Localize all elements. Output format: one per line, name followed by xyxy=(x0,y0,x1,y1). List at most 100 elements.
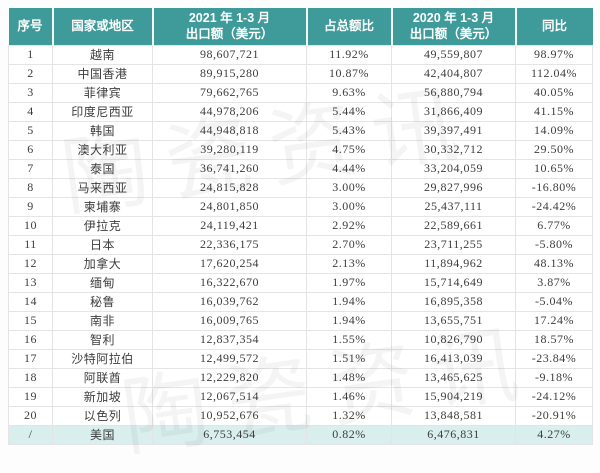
export-data-table: 序号 国家或地区 2021 年 1-3 月 出口额（美元） 占总额比 2020 … xyxy=(8,8,593,445)
export-2020-cell: 33,204,059 xyxy=(391,158,516,179)
yoy-cell: 29.50% xyxy=(515,139,593,160)
country-cell: 缅甸 xyxy=(52,272,153,293)
rank-cell: 13 xyxy=(8,272,53,293)
country-cell: 马来西亚 xyxy=(52,177,153,198)
table-row: 18 阿联酋 12,229,820 1.48% 13,465,625 -9.18% xyxy=(8,367,593,388)
yoy-cell: 112.04% xyxy=(515,63,593,84)
share-cell: 1.97% xyxy=(306,272,392,293)
table-row: 16 智利 12,837,354 1.55% 10,826,790 18.57% xyxy=(8,329,593,350)
export-2020-cell: 23,711,255 xyxy=(391,234,516,255)
export-2020-cell: 16,895,358 xyxy=(391,291,516,312)
yoy-cell: -16.80% xyxy=(515,177,593,198)
yoy-cell: -24.12% xyxy=(515,386,593,407)
rank-cell: 3 xyxy=(8,82,53,103)
country-cell: 越南 xyxy=(52,44,153,65)
export-2021-cell: 44,978,206 xyxy=(152,101,307,122)
rank-cell: 17 xyxy=(8,348,53,369)
rank-cell: 2 xyxy=(8,63,53,84)
country-cell: 中国香港 xyxy=(52,63,153,84)
share-cell: 1.48% xyxy=(306,367,392,388)
table-header: 序号 国家或地区 2021 年 1-3 月 出口额（美元） 占总额比 2020 … xyxy=(8,8,593,45)
share-cell: 10.87% xyxy=(306,63,392,84)
table-row: 5 韩国 44,948,818 5.43% 39,397,491 14.09% xyxy=(8,120,593,141)
yoy-cell: -5.04% xyxy=(515,291,593,312)
share-cell: 1.46% xyxy=(306,386,392,407)
share-cell: 1.51% xyxy=(306,348,392,369)
export-2021-cell: 12,067,514 xyxy=(152,386,307,407)
export-2021-cell: 10,952,676 xyxy=(152,405,307,426)
table-row: 13 缅甸 16,322,670 1.97% 15,714,649 3.87% xyxy=(8,272,593,293)
country-cell: 澳大利亚 xyxy=(52,139,153,160)
col-header-share: 占总额比 xyxy=(306,8,393,45)
share-cell: 2.13% xyxy=(306,253,392,274)
rank-cell: 15 xyxy=(8,310,53,331)
country-cell: 印度尼西亚 xyxy=(52,101,153,122)
yoy-cell: 40.05% xyxy=(515,82,593,103)
yoy-cell: 4.27% xyxy=(515,424,593,445)
rank-cell: / xyxy=(8,424,53,445)
yoy-cell: 48.13% xyxy=(515,253,593,274)
rank-cell: 16 xyxy=(8,329,53,350)
country-cell: 美国 xyxy=(52,424,153,445)
share-cell: 2.92% xyxy=(306,215,392,236)
yoy-cell: 98.97% xyxy=(515,44,593,65)
table-row: / 美国 6,753,454 0.82% 6,476,831 4.27% xyxy=(8,424,593,445)
table-row: 11 日本 22,336,175 2.70% 23,711,255 -5.80% xyxy=(8,234,593,255)
country-cell: 阿联酋 xyxy=(52,367,153,388)
export-2021-cell: 12,837,354 xyxy=(152,329,307,350)
export-2021-cell: 24,119,421 xyxy=(152,215,307,236)
export-2021-cell: 98,607,721 xyxy=(152,44,307,65)
export-2021-cell: 16,322,670 xyxy=(152,272,307,293)
export-2020-cell: 56,880,794 xyxy=(391,82,516,103)
yoy-cell: 41.15% xyxy=(515,101,593,122)
country-cell: 韩国 xyxy=(52,120,153,141)
country-cell: 伊拉克 xyxy=(52,215,153,236)
yoy-cell: 6.77% xyxy=(515,215,593,236)
rank-cell: 19 xyxy=(8,386,53,407)
export-2020-cell: 30,332,712 xyxy=(391,139,516,160)
export-2021-cell: 44,948,818 xyxy=(152,120,307,141)
yoy-cell: -23.84% xyxy=(515,348,593,369)
country-cell: 柬埔寨 xyxy=(52,196,153,217)
country-cell: 泰国 xyxy=(52,158,153,179)
export-2020-cell: 13,655,751 xyxy=(391,310,516,331)
country-cell: 智利 xyxy=(52,329,153,350)
export-2020-cell: 31,866,409 xyxy=(391,101,516,122)
export-2020-cell: 11,894,962 xyxy=(391,253,516,274)
export-2021-cell: 17,620,254 xyxy=(152,253,307,274)
export-2020-cell: 13,848,581 xyxy=(391,405,516,426)
export-2020-cell: 16,413,039 xyxy=(391,348,516,369)
export-2021-cell: 24,815,828 xyxy=(152,177,307,198)
yoy-cell: 17.24% xyxy=(515,310,593,331)
table-row: 4 印度尼西亚 44,978,206 5.44% 31,866,409 41.15% xyxy=(8,101,593,122)
export-2020-cell: 22,589,661 xyxy=(391,215,516,236)
col-header-rank: 序号 xyxy=(8,8,54,45)
yoy-cell: -20.91% xyxy=(515,405,593,426)
table-row: 10 伊拉克 24,119,421 2.92% 22,589,661 6.77% xyxy=(8,215,593,236)
export-2021-cell: 16,039,762 xyxy=(152,291,307,312)
export-2020-cell: 15,714,649 xyxy=(391,272,516,293)
yoy-cell: 14.09% xyxy=(515,120,593,141)
yoy-cell: 18.57% xyxy=(515,329,593,350)
share-cell: 2.70% xyxy=(306,234,392,255)
rank-cell: 6 xyxy=(8,139,53,160)
table-row: 8 马来西亚 24,815,828 3.00% 29,827,996 -16.80% xyxy=(8,177,593,198)
table-row: 9 柬埔寨 24,801,850 3.00% 25,437,111 -24.42% xyxy=(8,196,593,217)
share-cell: 11.92% xyxy=(306,44,392,65)
rank-cell: 20 xyxy=(8,405,53,426)
export-2020-cell: 10,826,790 xyxy=(391,329,516,350)
table-body: 1 越南 98,607,721 11.92% 49,559,807 98.97% 2 中国香港… xyxy=(8,44,593,445)
export-2020-cell: 29,827,996 xyxy=(391,177,516,198)
export-2020-cell: 6,476,831 xyxy=(391,424,516,445)
export-2021-cell: 39,280,119 xyxy=(152,139,307,160)
share-cell: 4.75% xyxy=(306,139,392,160)
export-2021-cell: 12,499,572 xyxy=(152,348,307,369)
share-cell: 1.55% xyxy=(306,329,392,350)
rank-cell: 4 xyxy=(8,101,53,122)
share-cell: 5.43% xyxy=(306,120,392,141)
share-cell: 5.44% xyxy=(306,101,392,122)
export-2020-cell: 39,397,491 xyxy=(391,120,516,141)
country-cell: 以色列 xyxy=(52,405,153,426)
yoy-cell: 10.65% xyxy=(515,158,593,179)
